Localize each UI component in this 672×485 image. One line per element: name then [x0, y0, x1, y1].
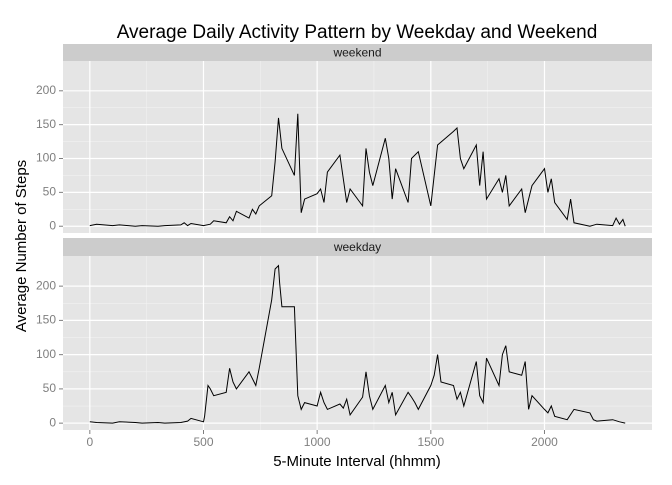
y-tick-label: 100 — [36, 347, 56, 361]
panel-bg — [63, 61, 652, 233]
panel-bg — [63, 256, 652, 430]
chart-title: Average Daily Activity Pattern by Weekda… — [117, 22, 598, 43]
y-tick-label: 150 — [36, 117, 56, 131]
y-tick-label: 50 — [43, 185, 57, 199]
x-tick-label: 1000 — [304, 435, 331, 449]
x-tick-label: 2000 — [531, 435, 558, 449]
strip — [63, 44, 652, 61]
y-tick-label: 100 — [36, 151, 56, 165]
y-tick-label: 50 — [43, 381, 57, 395]
x-tick-label: 0 — [86, 435, 93, 449]
y-tick-label: 200 — [36, 278, 56, 292]
strip-label: weekday — [333, 240, 381, 254]
strip-label: weekend — [332, 46, 381, 60]
x-tick-label: 1500 — [417, 435, 444, 449]
y-tick-label: 0 — [49, 218, 56, 232]
x-tick-label: 500 — [193, 435, 213, 449]
strip — [63, 238, 652, 256]
x-axis-label: 5-Minute Interval (hhmm) — [273, 453, 441, 470]
y-tick-label: 0 — [49, 415, 56, 429]
y-tick-label: 150 — [36, 313, 56, 327]
y-tick-label: 200 — [36, 83, 56, 97]
y-axis-label: Average Number of Steps — [13, 160, 30, 332]
line — [89, 113, 626, 227]
line — [89, 264, 626, 424]
